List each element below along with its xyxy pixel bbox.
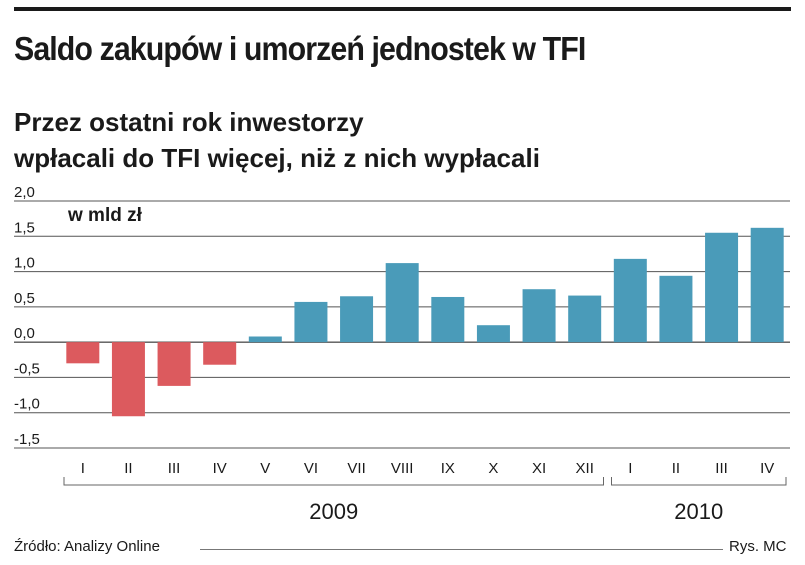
x-tick-label: II bbox=[672, 460, 680, 477]
bar bbox=[294, 301, 328, 343]
x-tick-label: III bbox=[168, 460, 181, 477]
x-tick-label: III bbox=[715, 460, 728, 477]
bar bbox=[66, 342, 100, 364]
x-tick-label: XI bbox=[532, 460, 546, 477]
bar bbox=[659, 275, 693, 343]
bar bbox=[431, 296, 465, 343]
year-label: 2009 bbox=[309, 499, 358, 524]
x-tick-label: V bbox=[260, 460, 270, 477]
x-tick-label: IX bbox=[441, 460, 455, 477]
x-tick-label: VII bbox=[347, 460, 365, 477]
x-tick-label: IV bbox=[213, 460, 227, 477]
bar bbox=[157, 342, 191, 386]
y-tick-label: 1,5 bbox=[14, 219, 35, 236]
y-tick-label: -0,5 bbox=[14, 360, 40, 377]
y-tick-label: 0,5 bbox=[14, 290, 35, 307]
x-tick-label: XII bbox=[576, 460, 594, 477]
chart-title: Saldo zakupów i umorzeń jednostek w TFI bbox=[14, 30, 586, 67]
source-note: Źródło: Analizy Online bbox=[14, 538, 160, 555]
bar bbox=[385, 263, 419, 343]
y-tick-label: -1,5 bbox=[14, 431, 40, 448]
bar bbox=[705, 232, 739, 343]
bar bbox=[203, 342, 237, 365]
unit-label: w mld zł bbox=[64, 205, 146, 227]
bar bbox=[522, 289, 556, 343]
bar bbox=[340, 296, 374, 343]
y-tick-label: 2,0 bbox=[14, 185, 35, 201]
x-tick-label: X bbox=[488, 460, 498, 477]
x-tick-label: VI bbox=[304, 460, 318, 477]
bar bbox=[111, 342, 145, 417]
footer-rule bbox=[200, 549, 723, 550]
bar bbox=[613, 258, 647, 343]
x-tick-label: VIII bbox=[391, 460, 414, 477]
bar bbox=[248, 336, 282, 343]
bar bbox=[476, 325, 510, 343]
x-tick-label: I bbox=[628, 460, 632, 477]
bar bbox=[568, 295, 602, 343]
top-rule bbox=[14, 7, 791, 11]
y-tick-label: -1,0 bbox=[14, 396, 40, 413]
x-tick-label: IV bbox=[760, 460, 774, 477]
bar bbox=[750, 227, 784, 343]
bar-chart: 2,01,51,00,50,0-0,5-1,0-1,5I II III IV V VI VI… bbox=[14, 185, 790, 524]
x-tick-label: I bbox=[81, 460, 85, 477]
year-bracket bbox=[63, 477, 604, 486]
year-label: 2010 bbox=[674, 499, 723, 524]
subtitle-line-2: wpłacali do TFI więcej, niż z nich wypła… bbox=[14, 143, 540, 173]
subtitle-line-1: Przez ostatni rok inwestorzy bbox=[14, 107, 364, 137]
y-tick-label: 1,0 bbox=[14, 255, 35, 272]
x-tick-label: II bbox=[124, 460, 132, 477]
chart-subtitle: Przez ostatni rok inwestorzy wpłacali do… bbox=[14, 104, 540, 176]
credit-note: Rys. MC bbox=[729, 538, 787, 555]
y-tick-label: 0,0 bbox=[14, 325, 35, 342]
year-bracket bbox=[611, 477, 787, 486]
